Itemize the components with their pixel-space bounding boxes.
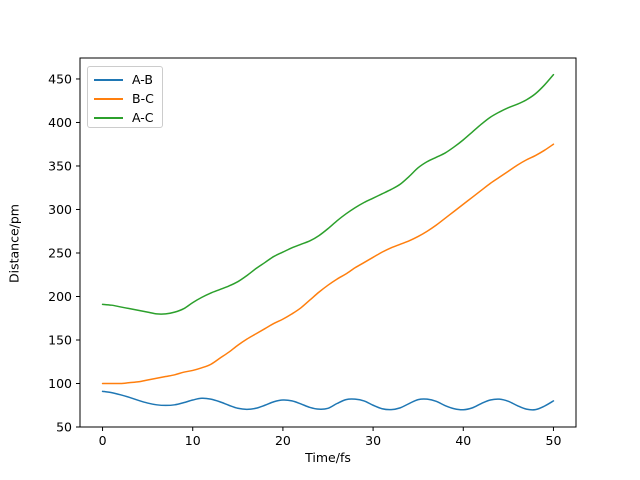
- legend-line-sample: [94, 78, 123, 81]
- legend-label: A-B: [132, 72, 153, 87]
- y-tick-label: 200: [48, 289, 72, 304]
- y-tick-label: 100: [48, 376, 72, 391]
- x-axis-label: Time/fs: [305, 450, 351, 465]
- x-tick-label: 30: [365, 433, 381, 448]
- x-tick-label: 50: [546, 433, 562, 448]
- legend-entry: B-C: [94, 89, 162, 108]
- legend-label: A-C: [132, 110, 154, 125]
- x-tick-label: 20: [275, 433, 291, 448]
- legend-label: B-C: [132, 91, 154, 106]
- legend-line-sample: [94, 97, 123, 100]
- axes-frame: [79, 57, 577, 428]
- x-tick-label: 10: [185, 433, 201, 448]
- y-tick-label: 450: [48, 71, 72, 86]
- legend-entry: A-B: [94, 70, 162, 89]
- y-tick-label: 250: [48, 245, 72, 260]
- legend-box: A-B B-C A-C: [87, 66, 163, 128]
- x-tick-label: 0: [99, 433, 107, 448]
- series-line-a-b: [101, 390, 555, 411]
- y-tick-label: 150: [48, 332, 72, 347]
- y-tick-label: 50: [56, 419, 72, 434]
- series-line-a-c: [101, 73, 555, 315]
- y-tick-label: 350: [48, 158, 72, 173]
- series-line-b-c: [101, 143, 555, 385]
- y-tick-label: 300: [48, 202, 72, 217]
- y-tick-label: 400: [48, 115, 72, 130]
- y-axis-label: Distance/pm: [6, 204, 22, 283]
- legend-entry: A-C: [94, 108, 162, 127]
- legend-line-sample: [94, 116, 123, 119]
- x-tick-label: 40: [455, 433, 471, 448]
